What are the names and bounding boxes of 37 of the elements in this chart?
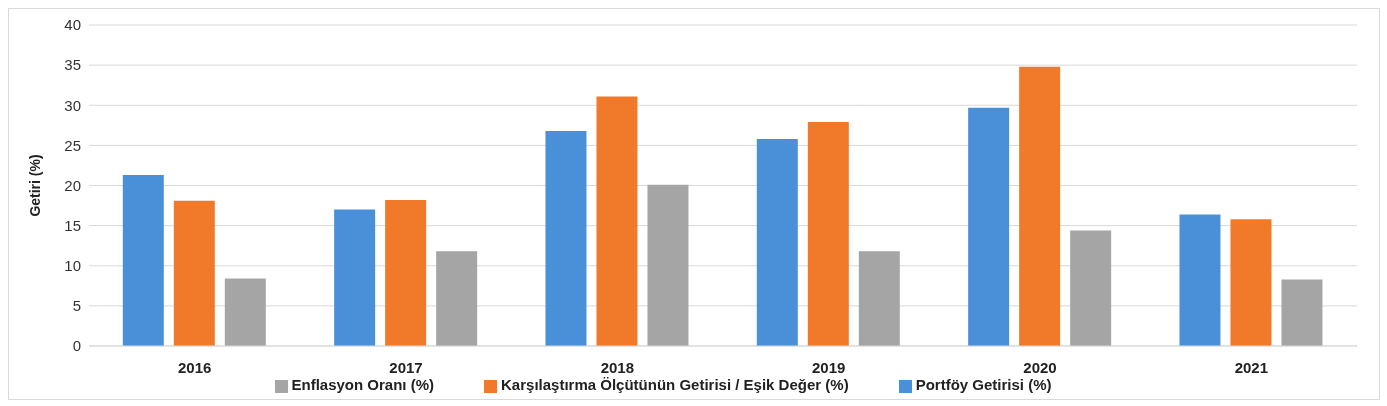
y-tick-label: 30 (64, 96, 81, 114)
y-tick-label: 20 (64, 176, 81, 194)
bar (545, 130, 587, 346)
y-axis-title: Getiri (%) (26, 154, 43, 217)
x-tick-label: 2019 (811, 358, 846, 376)
x-tick-label: 2020 (1023, 358, 1057, 376)
y-tick-label: 35 (64, 56, 81, 74)
bar (173, 200, 215, 346)
bar (756, 138, 798, 346)
bar (596, 96, 638, 346)
x-tick-label: 2016 (177, 358, 212, 376)
bar (1230, 219, 1272, 346)
bar (807, 122, 849, 346)
bar (1070, 230, 1112, 346)
bar (122, 175, 164, 346)
bar (436, 251, 478, 346)
y-tick-label: 25 (64, 136, 81, 154)
bar (385, 199, 427, 346)
y-tick-label: 10 (64, 257, 81, 275)
bar (1179, 214, 1221, 346)
bar (224, 278, 266, 346)
legend-label: Portföy Getirisi (%) (915, 376, 1052, 393)
bar (1281, 279, 1323, 346)
y-tick-label: 5 (72, 297, 81, 315)
y-tick-label: 15 (64, 216, 81, 234)
legend-label: Karşılaştırma Ölçütünün Getirisi / Eşik Değer (%) (501, 376, 849, 393)
bar (334, 209, 376, 346)
bar (968, 107, 1010, 346)
x-tick-label: 2021 (1234, 358, 1269, 376)
bar (858, 251, 900, 346)
x-tick-label: 2017 (389, 358, 423, 376)
bar (1019, 66, 1061, 346)
y-tick-label: 40 (64, 16, 81, 34)
x-tick-label: 2018 (600, 358, 635, 376)
bar (647, 184, 689, 346)
legend-label: Enflasyon Oranı (%) (291, 376, 435, 393)
y-tick-label: 0 (72, 337, 81, 355)
